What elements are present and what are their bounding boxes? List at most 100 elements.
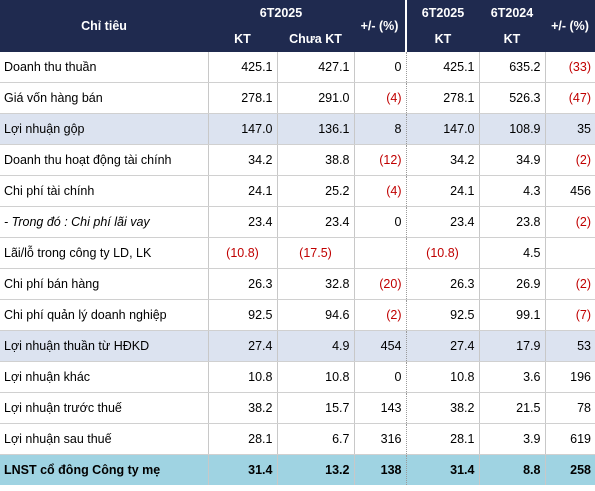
- cell-unaudited-2025: 94.6: [277, 299, 355, 331]
- table-row: - Trong đó : Chi phí lãi vay 23.4 23.4 0 23.…: [0, 206, 595, 238]
- row-label: Lợi nhuận trước thuế: [0, 392, 209, 424]
- table-row: Lợi nhuận gộp 147.0 136.1 8 147.0 108.9 35: [0, 113, 595, 145]
- row-label: LNST cổ đông Công ty mẹ: [0, 454, 209, 485]
- cell-kt-2025: 27.4: [208, 330, 278, 362]
- table-row: Lợi nhuận thuần từ HĐKD 27.4 4.9 454 27.4 17.…: [0, 330, 595, 362]
- cell-diff-a: 138: [354, 454, 407, 485]
- cell-diff-a: 0: [354, 206, 407, 238]
- row-label: Chi phí tài chính: [0, 175, 209, 207]
- cell-diff-b: 619: [545, 423, 595, 455]
- cell-kt-2025-b: 10.8: [406, 361, 480, 393]
- cell-diff-a: 143: [354, 392, 407, 424]
- row-label: Lợi nhuận gộp: [0, 113, 209, 145]
- cell-kt-2025: 23.4: [208, 206, 278, 238]
- header-period-b1: 6T2025: [405, 0, 479, 26]
- cell-kt-2025: 28.1: [208, 423, 278, 455]
- table-row: Lãi/lỗ trong công ty LD, LK (10.8) (17.5)(…: [0, 237, 595, 269]
- cell-diff-a: (4): [354, 175, 407, 207]
- cell-diff-a: (20): [354, 268, 407, 300]
- cell-kt-2025-b: 425.1: [406, 52, 480, 83]
- cell-diff-b: 258: [545, 454, 595, 485]
- table-row: Doanh thu thuần 425.1 427.1 0 425.1 635.2 (33): [0, 52, 595, 83]
- header-diff-a: +/- (%): [354, 0, 407, 52]
- header-kt-b2: KT: [479, 26, 545, 52]
- row-label: - Trong đó : Chi phí lãi vay: [0, 206, 209, 238]
- cell-kt-2025-b: 23.4: [406, 206, 480, 238]
- cell-kt-2025: 31.4: [208, 454, 278, 485]
- cell-diff-a: 0: [354, 361, 407, 393]
- cell-kt-2024: 526.3: [479, 82, 546, 114]
- cell-kt-2025-b: 34.2: [406, 144, 480, 176]
- cell-unaudited-2025: 25.2: [277, 175, 355, 207]
- cell-kt-2024: 99.1: [479, 299, 546, 331]
- cell-kt-2025-b: 24.1: [406, 175, 480, 207]
- row-label: Lợi nhuận thuần từ HĐKD: [0, 330, 209, 362]
- cell-kt-2025-b: 278.1: [406, 82, 480, 114]
- header-period-a: 6T2025: [208, 0, 354, 26]
- cell-unaudited-2025: 38.8: [277, 144, 355, 176]
- row-label: Lãi/lỗ trong công ty LD, LK: [0, 237, 209, 269]
- table-row: LNST cổ đông Công ty mẹ 31.4 13.2 138 31.4 8.…: [0, 454, 595, 485]
- cell-kt-2024: 17.9: [479, 330, 546, 362]
- cell-diff-b: (47): [545, 82, 595, 114]
- table-row: Giá vốn hàng bán 278.1 291.0 (4) 278.1 526.3(…: [0, 82, 595, 114]
- table-row: Lợi nhuận trước thuế 38.2 15.7 143 38.2 21.5 7…: [0, 392, 595, 424]
- cell-unaudited-2025: (17.5): [277, 237, 355, 269]
- cell-kt-2024: 3.6: [479, 361, 546, 393]
- cell-kt-2024: 26.9: [479, 268, 546, 300]
- row-label: Doanh thu hoạt động tài chính: [0, 144, 209, 176]
- cell-kt-2024: 4.5: [479, 237, 546, 269]
- cell-kt-2025: 38.2: [208, 392, 278, 424]
- table-body: Doanh thu thuần 425.1 427.1 0 425.1 635.2 (33)…: [0, 52, 595, 485]
- cell-kt-2025-b: 26.3: [406, 268, 480, 300]
- cell-diff-b: 196: [545, 361, 595, 393]
- cell-kt-2025: 24.1: [208, 175, 278, 207]
- cell-kt-2024: 8.8: [479, 454, 546, 485]
- cell-kt-2024: 23.8: [479, 206, 546, 238]
- cell-kt-2024: 3.9: [479, 423, 546, 455]
- cell-unaudited-2025: 32.8: [277, 268, 355, 300]
- table-row: Chi phí bán hàng 26.3 32.8 (20) 26.3 26.9 (2): [0, 268, 595, 300]
- header-period-b2: 6T2024: [479, 0, 545, 26]
- cell-diff-b: 53: [545, 330, 595, 362]
- cell-kt-2025-b: 28.1: [406, 423, 480, 455]
- cell-kt-2025: 92.5: [208, 299, 278, 331]
- cell-diff-b: (7): [545, 299, 595, 331]
- cell-unaudited-2025: 10.8: [277, 361, 355, 393]
- cell-diff-a: 454: [354, 330, 407, 362]
- cell-unaudited-2025: 13.2: [277, 454, 355, 485]
- cell-kt-2024: 34.9: [479, 144, 546, 176]
- table-header: Chỉ tiêu 6T2025 +/- (%) 6T2025 6T2024 +/…: [0, 0, 595, 52]
- header-kt-a: KT: [208, 26, 277, 52]
- cell-diff-a: 0: [354, 52, 407, 83]
- cell-diff-b: (2): [545, 144, 595, 176]
- cell-diff-a: [354, 237, 407, 269]
- cell-kt-2025: 147.0: [208, 113, 278, 145]
- header-kt-b1: KT: [405, 26, 479, 52]
- cell-kt-2024: 108.9: [479, 113, 546, 145]
- cell-kt-2025: 278.1: [208, 82, 278, 114]
- table-row: Lợi nhuận khác 10.8 10.8 0 10.8 3.6 196: [0, 361, 595, 393]
- cell-kt-2024: 635.2: [479, 52, 546, 83]
- row-label: Doanh thu thuần: [0, 52, 209, 83]
- cell-kt-2025-b: 147.0: [406, 113, 480, 145]
- cell-diff-b: (2): [545, 206, 595, 238]
- cell-kt-2025: 26.3: [208, 268, 278, 300]
- cell-kt-2025-b: 27.4: [406, 330, 480, 362]
- cell-kt-2025-b: 31.4: [406, 454, 480, 485]
- cell-diff-a: (12): [354, 144, 407, 176]
- cell-diff-b: 78: [545, 392, 595, 424]
- table-row: Doanh thu hoạt động tài chính 34.2 38.8 (12…: [0, 144, 595, 176]
- table-row: Lợi nhuận sau thuế 28.1 6.7 316 28.1 3.9 619: [0, 423, 595, 455]
- cell-unaudited-2025: 291.0: [277, 82, 355, 114]
- row-label: Lợi nhuận khác: [0, 361, 209, 393]
- cell-diff-b: (33): [545, 52, 595, 83]
- row-label: Lợi nhuận sau thuế: [0, 423, 209, 455]
- header-diff-b: +/- (%): [545, 0, 595, 52]
- cell-diff-a: 316: [354, 423, 407, 455]
- cell-kt-2025-b: (10.8): [406, 237, 480, 269]
- row-label: Chi phí quản lý doanh nghiệp: [0, 299, 209, 331]
- header-indicator: Chỉ tiêu: [0, 0, 208, 52]
- header-unaudited: Chưa KT: [277, 26, 354, 52]
